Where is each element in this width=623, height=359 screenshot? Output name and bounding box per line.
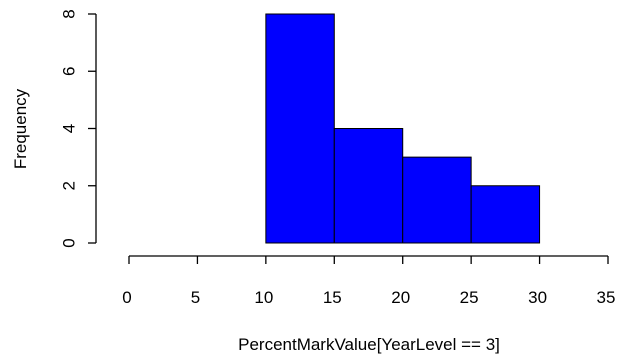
x-tick-label: 15 [323,288,342,307]
histogram-bar [470,185,541,244]
y-axis: 0 2 4 6 8 [60,9,97,248]
y-tick-label: 4 [60,124,79,133]
histogram-bar [333,128,404,244]
x-tick-label: 25 [460,288,479,307]
x-tick-label: 35 [597,288,616,307]
histogram-bar [402,156,472,244]
x-tick-label: 20 [391,288,410,307]
x-tick-label: 10 [254,288,273,307]
x-axis: 0 5 10 15 20 25 30 35 [122,255,616,307]
y-tick-label: 0 [60,238,79,247]
y-tick-label: 6 [60,67,79,76]
x-tick-label: 30 [528,288,547,307]
x-tick-label: 5 [191,288,200,307]
y-tick-label: 2 [60,181,79,190]
histogram-bars [265,13,541,244]
x-axis-label: PercentMarkValue[YearLevel == 3] [238,335,500,354]
x-tick-label: 0 [122,288,131,307]
y-axis-label: Frequency [11,88,30,169]
y-tick-label: 8 [60,9,79,18]
histogram-bar [265,13,335,244]
